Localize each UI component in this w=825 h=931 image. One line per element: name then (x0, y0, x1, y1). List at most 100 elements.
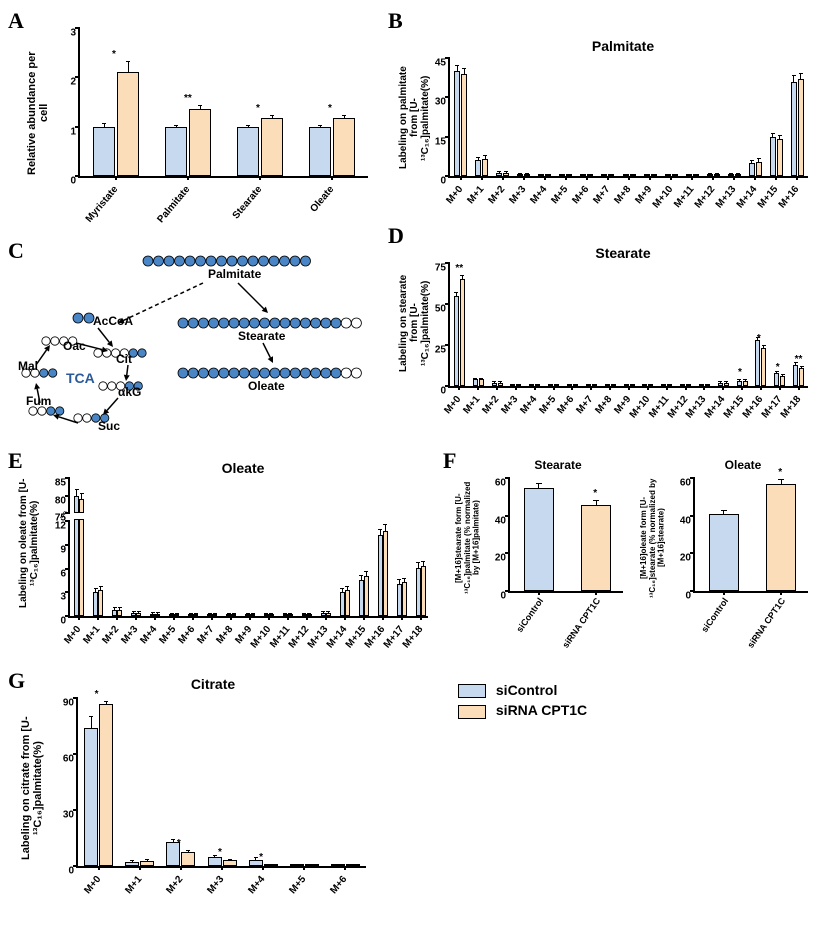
bar (261, 118, 283, 176)
xlabel: Myristate (73, 184, 120, 237)
bar (140, 861, 154, 866)
ytick: 25 (435, 345, 446, 356)
ytick: 9 (60, 544, 66, 555)
bar (780, 376, 785, 386)
bar (791, 82, 797, 176)
panel-b-title: Palmitate (438, 38, 808, 54)
bar (454, 71, 460, 176)
panel-a-ylabel: Relative abundance per cell (26, 48, 50, 178)
panel-a-xlabels: MyristatePalmitateStearateOleate (78, 180, 368, 235)
significance-mark: * (256, 103, 260, 114)
panel-f: F Stearate[M+16]stearate form [U-¹³C₁₆]p… (443, 448, 818, 668)
bar (756, 162, 762, 176)
ytick: 40 (680, 515, 691, 526)
xlabel: siControl (676, 596, 730, 667)
bar (93, 127, 115, 176)
ytick: 60 (680, 478, 691, 489)
panel-e-label: E (8, 448, 23, 474)
bar (777, 139, 783, 176)
ytick: 2 (70, 77, 76, 88)
xlabel: Oleate (289, 184, 336, 237)
ytick: 60 (495, 478, 506, 489)
panel-g-ylabel: Labeling on citrate from [U-¹³C₁₆]palmit… (20, 713, 44, 863)
panel-d-xlabels: M+0M+1M+2M+3M+4M+5M+6M+7M+8M+9M+10M+11M+… (448, 390, 808, 430)
significance-mark: ** (184, 93, 192, 104)
bar (189, 109, 211, 176)
significance-mark: * (177, 838, 181, 849)
ytick: 20 (680, 553, 691, 564)
svg-text:Oleate: Oleate (248, 379, 285, 393)
panel-g-title: Citrate (63, 676, 363, 692)
panel-d-chart: 0255075******* (448, 263, 808, 388)
legend: siControl siRNA CPT1C (458, 678, 758, 723)
xlabel: M+0 (56, 874, 103, 927)
bar (770, 137, 776, 176)
bar (761, 348, 766, 386)
svg-text:Suc: Suc (98, 419, 120, 433)
bar (460, 279, 465, 386)
panel-e-ylabel: Labeling on oleate from [U-¹³C₁₆]palmita… (18, 478, 40, 608)
bar (475, 160, 481, 176)
xlabel: Stearate (217, 184, 264, 237)
panel-g-chart: 0306090**** (76, 698, 366, 868)
significance-mark: * (328, 103, 332, 114)
significance-mark: * (112, 49, 116, 60)
panel-a: A Relative abundance per cell 0123***** … (8, 8, 378, 238)
bar (498, 383, 503, 386)
panel-g-label: G (8, 668, 25, 694)
significance-mark: * (218, 847, 222, 858)
panel-d: D Stearate Labeling on stearate from [U-… (388, 223, 818, 438)
ytick: 30 (435, 97, 446, 108)
panel-a-label: A (8, 8, 24, 34)
bar (181, 852, 195, 866)
panel-f-sub-title: Oleate (678, 458, 808, 472)
ytick: 75 (435, 263, 446, 274)
xlabel: siControl (491, 596, 545, 667)
bar (461, 74, 467, 176)
figure-root: A Relative abundance per cell 0123***** … (8, 8, 817, 923)
ytick: 90 (63, 698, 74, 709)
bar (309, 127, 331, 176)
ytick: 1 (70, 126, 76, 137)
svg-text:TCA: TCA (66, 370, 95, 386)
bar (793, 365, 798, 386)
legend-item: siRNA CPT1C (458, 702, 758, 718)
panel-a-chart: 0123***** (78, 28, 368, 178)
ytick: 12 (55, 521, 66, 532)
panel-b-xlabels: M+0M+1M+2M+3M+4M+5M+6M+7M+8M+9M+10M+11M+… (448, 180, 808, 220)
significance-mark: * (738, 367, 742, 378)
bar (99, 704, 113, 866)
panel-e: E Oleate Labeling on oleate from [U-¹³C₁… (8, 448, 438, 663)
ytick: 30 (63, 810, 74, 821)
xlabel: siRNA CPT1C (548, 596, 602, 667)
ytick: 20 (495, 553, 506, 564)
ytick: 0 (500, 591, 506, 602)
panel-d-label: D (388, 223, 404, 249)
bar (208, 857, 222, 866)
panel-d-title: Stearate (438, 245, 808, 261)
bar (799, 368, 804, 386)
ytick: 15 (435, 136, 446, 147)
ytick: 85 (55, 478, 66, 489)
xlabel: M+1 (97, 874, 144, 927)
bar (503, 173, 509, 176)
ytick: 50 (435, 304, 446, 315)
bar (743, 381, 748, 386)
svg-text:Cit: Cit (116, 352, 132, 366)
xlabel: M+6 (303, 874, 350, 927)
bar (84, 728, 98, 866)
bar (724, 383, 729, 386)
bar (223, 860, 237, 866)
panel-e-xlabels: M+0M+1M+2M+3M+4M+5M+6M+7M+8M+9M+10M+11M+… (68, 620, 428, 660)
panel-d-ylabel: Labeling on stearate from [U-¹³C₁₆]palmi… (398, 263, 431, 383)
bar (125, 862, 139, 866)
panel-b-chart: 0153045 (448, 58, 808, 178)
panel-f-wrap: Stearate[M+16]stearate form [U-¹³C₁₆]pal… (453, 458, 818, 658)
significance-mark: * (776, 362, 780, 373)
svg-text:αkG: αkG (118, 385, 141, 399)
ytick: 60 (63, 754, 74, 765)
panel-b-ylabel: Labeling on palmitate from [U-¹³C₁₆]palm… (398, 58, 431, 178)
panel-b-label: B (388, 8, 403, 34)
ytick: 0 (68, 866, 74, 877)
ytick: 6 (60, 568, 66, 579)
